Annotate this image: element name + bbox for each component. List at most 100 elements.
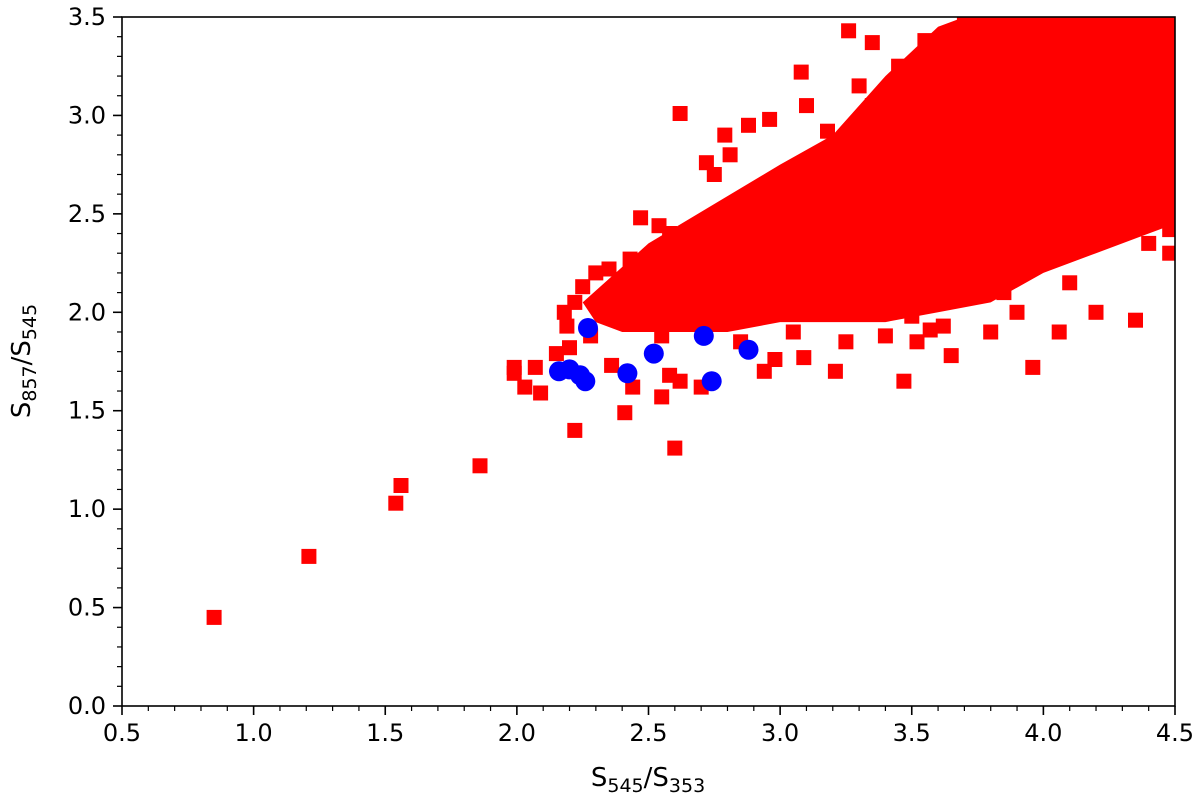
x-label-sub1: 545 bbox=[607, 775, 643, 797]
point-series1-70 bbox=[956, 17, 972, 29]
point-series1-4 bbox=[472, 458, 488, 474]
point-series2-9 bbox=[738, 339, 759, 360]
point-series1-63 bbox=[654, 328, 670, 344]
point-series1-28 bbox=[672, 106, 688, 121]
point-series1-68 bbox=[877, 328, 893, 344]
point-series2-8 bbox=[701, 371, 722, 392]
point-series1-51 bbox=[1128, 312, 1143, 328]
point-series1-53 bbox=[1162, 222, 1175, 238]
y-label-sub2: 545 bbox=[19, 304, 41, 340]
x-tick-label: 1.5 bbox=[366, 719, 404, 747]
point-series1-34 bbox=[793, 64, 809, 80]
point-series1-71 bbox=[891, 58, 907, 74]
point-series1-10 bbox=[548, 346, 564, 362]
y-tick-label: 2.5 bbox=[68, 200, 106, 228]
y-tick-label: 2.0 bbox=[68, 298, 106, 326]
point-series1-47 bbox=[1009, 304, 1025, 320]
point-series1-78 bbox=[646, 245, 662, 261]
x-tick-label: 1.0 bbox=[235, 719, 273, 747]
y-label-sub1: 857 bbox=[19, 365, 41, 401]
x-tick-label: 0.5 bbox=[103, 719, 141, 747]
y-tick-label: 1.0 bbox=[68, 495, 106, 523]
point-series1-55 bbox=[820, 123, 835, 139]
point-series1-66 bbox=[785, 324, 801, 340]
point-series1-45 bbox=[943, 348, 959, 364]
point-series1-3 bbox=[393, 478, 409, 493]
point-series1-6 bbox=[506, 359, 522, 375]
point-series1-50 bbox=[1088, 304, 1104, 320]
point-series1-80 bbox=[1101, 226, 1117, 241]
x-label-sub2: 353 bbox=[669, 775, 705, 797]
point-series1-25 bbox=[622, 251, 638, 267]
x-axis: 0.5 1.0 1.5 2.0 2.5 3.0 3.5 4.0 4.5 bbox=[103, 706, 1194, 747]
point-series1-54 bbox=[864, 98, 880, 114]
y-tick-label: 0.5 bbox=[68, 594, 106, 622]
point-series1-40 bbox=[841, 23, 857, 39]
point-series1-84 bbox=[904, 308, 920, 324]
point-series1-35 bbox=[756, 363, 772, 379]
point-series1-44 bbox=[922, 322, 938, 338]
point-series1-64 bbox=[693, 314, 709, 330]
point-series1-18 bbox=[625, 379, 641, 395]
point-series1-58 bbox=[683, 255, 699, 271]
point-series1-21 bbox=[667, 440, 683, 456]
point-series1-9 bbox=[533, 385, 549, 401]
point-series1-75 bbox=[741, 117, 756, 133]
x-label-main: S bbox=[591, 763, 608, 793]
point-series1-7 bbox=[517, 379, 533, 395]
point-series2-3 bbox=[575, 371, 596, 392]
point-series1-16 bbox=[588, 265, 604, 281]
point-series1-30 bbox=[698, 155, 714, 171]
point-series2-7 bbox=[693, 325, 714, 346]
point-series1-41 bbox=[864, 35, 880, 51]
point-series1-1 bbox=[301, 548, 317, 564]
y-label-mid: /S bbox=[7, 340, 37, 365]
point-series1-26 bbox=[633, 210, 649, 226]
point-series1-29 bbox=[688, 235, 704, 251]
point-series1-24 bbox=[604, 357, 620, 373]
point-series1-79 bbox=[1049, 235, 1064, 251]
point-series1-15 bbox=[575, 279, 591, 295]
point-series1-76 bbox=[706, 167, 722, 182]
point-series1-37 bbox=[796, 350, 812, 366]
point-series1-49 bbox=[1051, 324, 1067, 340]
point-series1-46 bbox=[983, 324, 999, 340]
point-series1-12 bbox=[559, 318, 575, 334]
point-series2-6 bbox=[643, 343, 664, 364]
point-series1-42 bbox=[896, 373, 912, 389]
point-series1-81 bbox=[1141, 235, 1157, 251]
point-series1-8 bbox=[527, 359, 543, 375]
point-series1-2 bbox=[388, 495, 404, 511]
point-series2-5 bbox=[617, 363, 638, 384]
point-series1-77 bbox=[662, 226, 678, 241]
point-series1-85 bbox=[970, 17, 986, 25]
point-series1-38 bbox=[827, 363, 843, 379]
point-series1-56 bbox=[746, 186, 762, 202]
point-series1-69 bbox=[935, 318, 951, 334]
point-series1-67 bbox=[838, 334, 854, 350]
point-series1-33 bbox=[762, 111, 778, 127]
point-series1-59 bbox=[601, 261, 617, 277]
point-series1-39 bbox=[830, 251, 846, 267]
point-series1-62 bbox=[635, 314, 651, 330]
point-series1-14 bbox=[567, 294, 583, 310]
x-tick-label: 4.0 bbox=[1024, 719, 1062, 747]
y-tick-label: 0.0 bbox=[68, 692, 106, 720]
point-series1-23 bbox=[672, 373, 688, 389]
x-tick-label: 2.5 bbox=[629, 719, 667, 747]
point-series1-74 bbox=[799, 98, 814, 114]
point-series1-36 bbox=[767, 352, 783, 367]
y-axis-label: S857/S545 bbox=[7, 304, 41, 418]
y-axis: 0.0 0.5 1.0 1.5 2.0 2.5 3.0 3.5 bbox=[68, 3, 122, 720]
data-points bbox=[206, 17, 1175, 625]
point-series1-72 bbox=[917, 33, 933, 49]
point-series1-17 bbox=[617, 405, 633, 421]
x-tick-label: 3.5 bbox=[893, 719, 931, 747]
x-tick-label: 4.5 bbox=[1156, 719, 1194, 747]
point-series1-43 bbox=[909, 334, 925, 350]
x-label-mid: /S bbox=[644, 763, 669, 793]
point-series1-31 bbox=[717, 127, 733, 143]
dense-region-mark bbox=[582, 17, 1175, 332]
x-tick-label: 3.0 bbox=[761, 719, 799, 747]
